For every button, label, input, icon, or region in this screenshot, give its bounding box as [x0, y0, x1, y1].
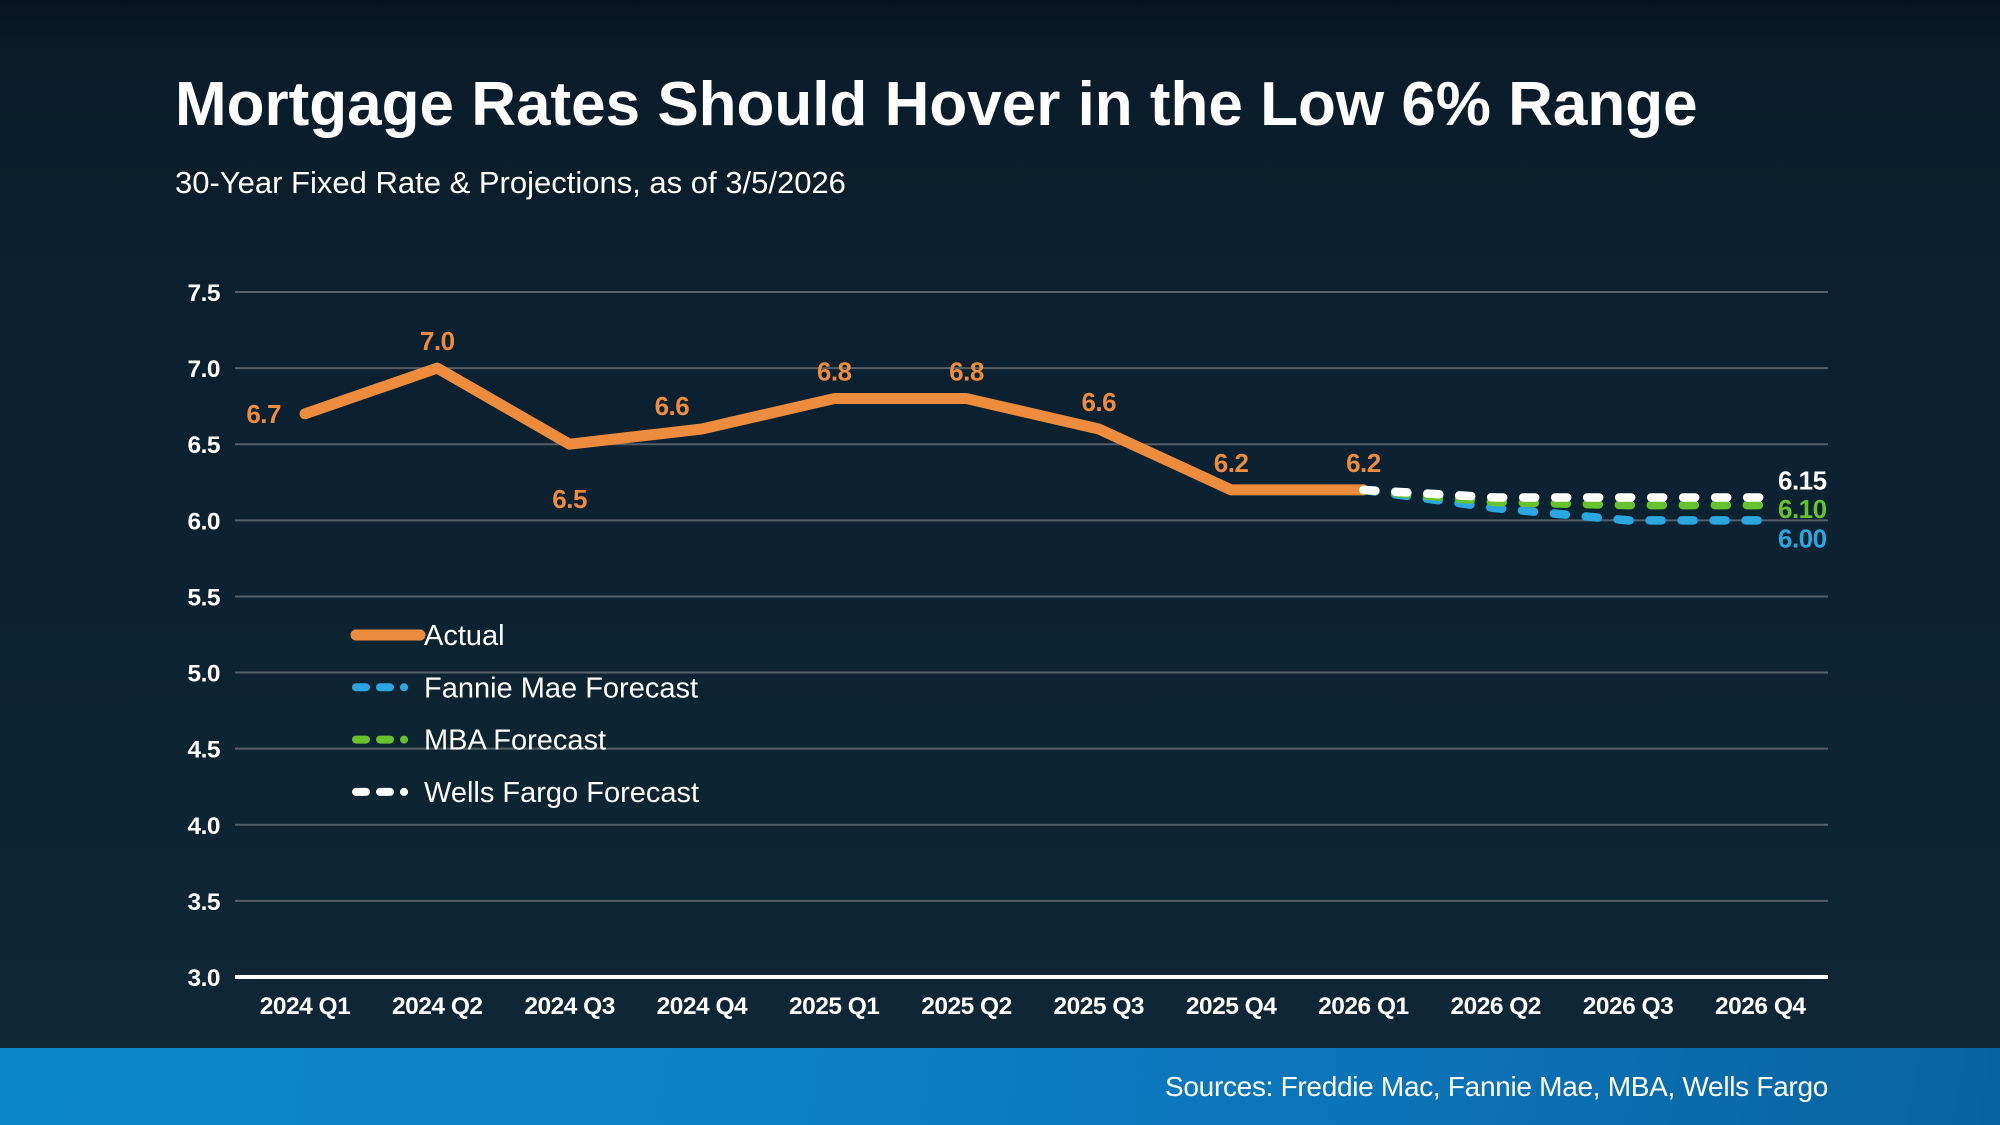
data-label-actual: 6.2 — [1214, 448, 1249, 478]
y-axis-tick-label: 3.0 — [187, 965, 220, 992]
x-axis-tick-label: 2024 Q2 — [392, 993, 483, 1020]
end-label-mba: 6.10 — [1778, 494, 1827, 524]
x-axis-tick-label: 2026 Q4 — [1715, 993, 1806, 1020]
legend-label-actual: Actual — [424, 620, 505, 652]
data-label-actual: 6.8 — [949, 357, 984, 387]
y-axis-tick-label: 3.5 — [187, 889, 220, 916]
y-axis-tick-label: 4.5 — [187, 737, 220, 764]
x-axis-tick-label: 2025 Q4 — [1186, 993, 1277, 1020]
legend-label-wells: Wells Fargo Forecast — [424, 777, 699, 809]
series-line-actual — [299, 362, 1369, 496]
legend-label-mba: MBA Forecast — [424, 725, 606, 757]
source-note: Sources: Freddie Mac, Fannie Mae, MBA, W… — [1165, 1070, 1828, 1102]
x-axis-tick-label: 2026 Q3 — [1583, 993, 1674, 1020]
y-axis-tick-label: 5.0 — [187, 661, 220, 688]
series-line-wells — [1359, 485, 1765, 502]
x-axis-tick-label: 2026 Q2 — [1450, 993, 1541, 1020]
x-axis-tick-label: 2025 Q3 — [1054, 993, 1145, 1020]
x-axis-tick-label: 2026 Q1 — [1318, 993, 1409, 1020]
y-axis-tick-label: 7.5 — [187, 280, 220, 307]
y-axis-tick-label: 7.0 — [187, 356, 220, 383]
page-title: Mortgage Rates Should Hover in the Low 6… — [175, 70, 1698, 139]
y-axis-tick-label: 5.5 — [187, 584, 220, 611]
y-axis-tick-label: 4.0 — [187, 813, 220, 840]
legend-label-fannie: Fannie Mae Forecast — [424, 672, 698, 704]
x-axis-tick-label: 2024 Q4 — [657, 993, 748, 1020]
data-label-actual: 6.8 — [817, 357, 852, 387]
end-label-fannie: 6.00 — [1778, 523, 1827, 553]
data-label-actual: 6.5 — [552, 484, 587, 514]
y-axis-tick-label: 6.5 — [187, 432, 220, 459]
x-axis-tick-label: 2024 Q3 — [524, 993, 615, 1020]
data-label-actual: 6.2 — [1346, 448, 1381, 478]
y-axis-tick-label: 6.0 — [187, 508, 220, 535]
data-label-actual: 7.0 — [420, 326, 455, 356]
x-axis-tick-label: 2024 Q1 — [260, 993, 351, 1020]
data-label-actual: 6.7 — [246, 399, 281, 429]
end-label-wells: 6.15 — [1778, 466, 1827, 496]
page-subtitle: 30-Year Fixed Rate & Projections, as of … — [175, 165, 846, 200]
source-bar: Sources: Freddie Mac, Fannie Mae, MBA, W… — [0, 1048, 2000, 1125]
data-label-actual: 6.6 — [655, 391, 690, 421]
data-label-actual: 6.6 — [1081, 387, 1116, 417]
x-axis-tick-label: 2025 Q2 — [921, 993, 1012, 1020]
x-axis-tick-label: 2025 Q1 — [789, 993, 880, 1020]
